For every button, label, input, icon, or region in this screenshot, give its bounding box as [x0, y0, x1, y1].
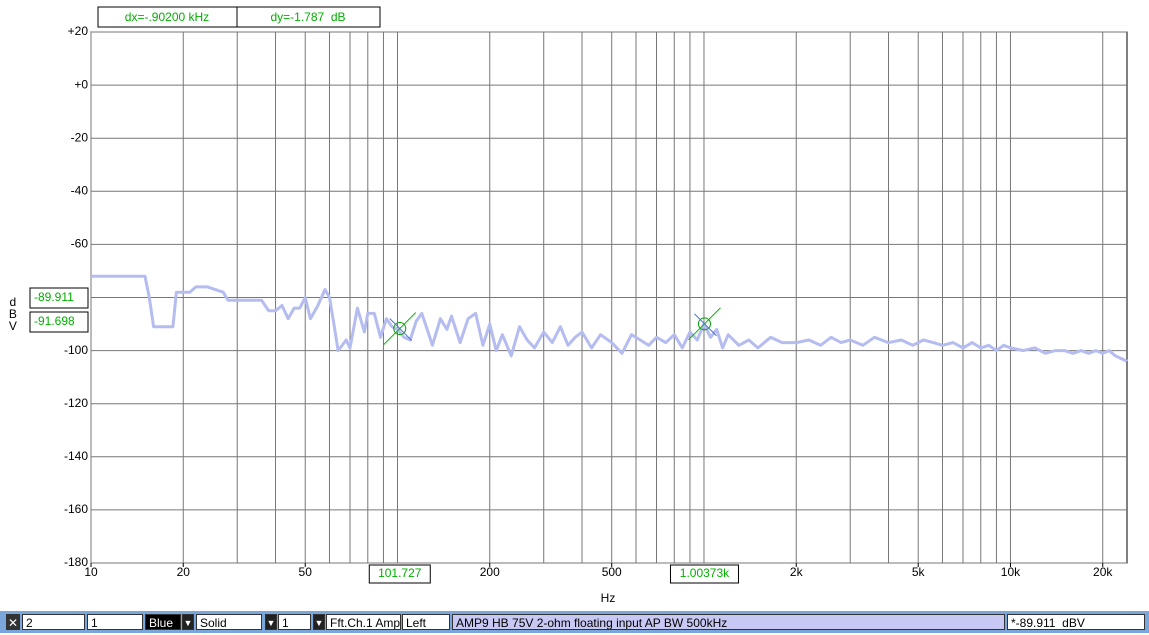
y-tick-label: -100 — [64, 343, 88, 357]
thickness-cell[interactable]: 1 — [278, 614, 311, 630]
x-tick-label: 50 — [299, 565, 313, 579]
y-tick-label: +0 — [74, 77, 88, 91]
dy-box — [236, 6, 381, 28]
y-tick-label: -180 — [64, 555, 88, 569]
y-tick-label: -60 — [71, 237, 89, 251]
source-cell[interactable]: Fft.Ch.1 Ampl — [326, 614, 401, 630]
y-tick-label: -120 — [64, 396, 88, 410]
comment-cell[interactable]: AMP9 HB 75V 2-ohm floating input AP BW 5… — [452, 614, 1005, 630]
trace — [91, 274, 1128, 363]
channel-cell[interactable]: Left — [402, 614, 450, 630]
x-tick-label: 500 — [602, 565, 622, 579]
chart: dx=-.90200 kHz dy=-1.787 dB Ap dBV Hz +2… — [6, 6, 1128, 605]
x-tick-label: 5k — [912, 565, 926, 579]
cursor-y-box — [29, 287, 89, 309]
cursor-y-box — [29, 311, 89, 333]
x-tick-label: 2k — [790, 565, 804, 579]
delete-trace[interactable]: ✕ — [6, 614, 20, 630]
x-tick-label: 10 — [84, 565, 98, 579]
x-tick-label: 20k — [1093, 565, 1113, 579]
color-cell[interactable]: Blue — [145, 614, 181, 630]
cursor-x-readout: 101.727 — [378, 566, 422, 580]
y-tick-label: -40 — [71, 183, 89, 197]
cursor-cross — [694, 313, 717, 337]
trace-bar: ✕ 2 1 Blue ▼ Solid ▼ 1 ▼ Fft.Ch.1 Ampl L… — [0, 611, 1149, 633]
source-dropdown[interactable]: ▼ — [313, 614, 325, 630]
cursor-marker — [393, 322, 407, 336]
cursor-x-box — [368, 564, 431, 584]
y-tick-label: -20 — [71, 130, 89, 144]
dx-readout: dx=-.90200 kHz — [125, 10, 209, 24]
reading-cell: *-89.911 dBV — [1007, 614, 1145, 630]
x-axis-label: Hz — [601, 591, 616, 605]
thickness-dropdown[interactable]: ▼ — [265, 614, 277, 630]
cursor-y-readout: -89.911 — [34, 290, 74, 304]
x-tick-label: 20 — [177, 565, 191, 579]
cursor-cross — [389, 318, 413, 341]
y-tick-label: -140 — [64, 449, 88, 463]
cursor-marker — [697, 317, 711, 331]
cursor-x-box — [669, 564, 739, 584]
y-tick-label: -160 — [64, 502, 88, 516]
x-tick-label: 200 — [480, 565, 500, 579]
cursor-x-readout: 1.00373k — [680, 566, 730, 580]
axis-cell[interactable]: 1 — [87, 614, 143, 630]
y-tick-label: +20 — [68, 24, 89, 38]
y-axis-label: dBV — [6, 295, 20, 331]
color-dropdown[interactable]: ▼ — [182, 614, 194, 630]
style-cell[interactable]: Solid — [196, 614, 262, 630]
x-tick-label: 10k — [1001, 565, 1021, 579]
data-cell[interactable]: 2 — [22, 614, 85, 630]
cursor-y-readout: -91.698 — [34, 314, 75, 328]
dy-readout: dy=-1.787 dB — [270, 10, 345, 24]
